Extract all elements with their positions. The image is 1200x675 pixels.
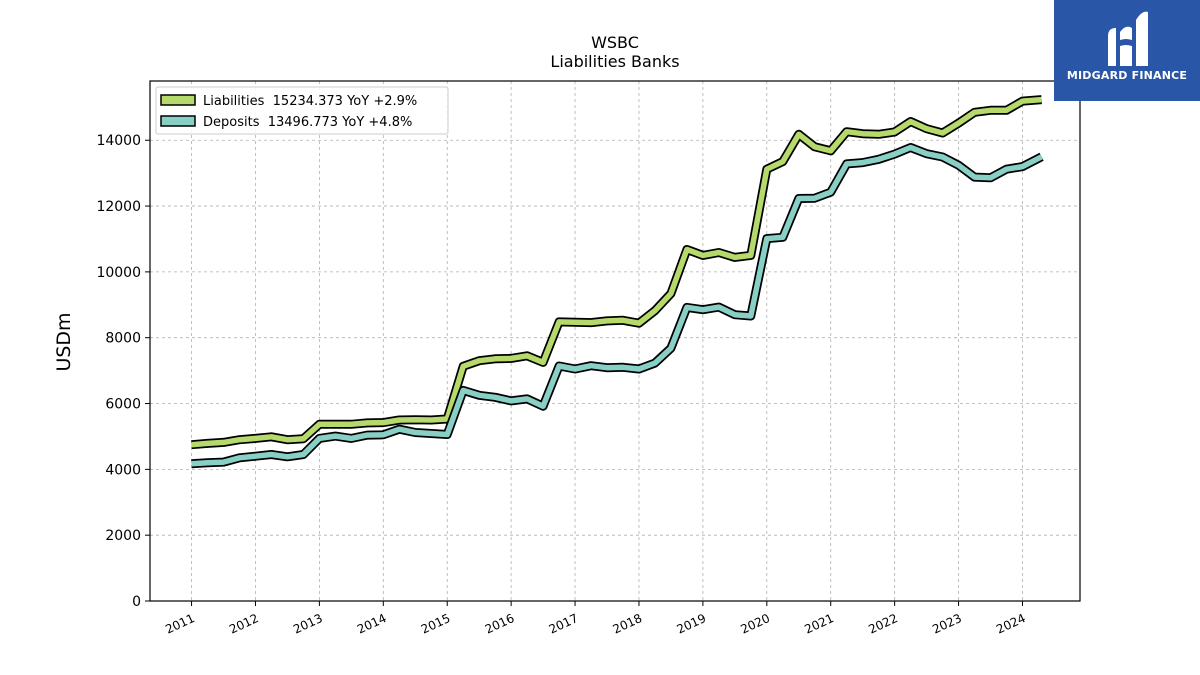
plot-frame — [149, 80, 1081, 602]
legend: Liabilities 15234.373 YoY +2.9% Deposits… — [155, 86, 449, 135]
chart-title: WSBC — [591, 33, 639, 52]
y-axis-label: USDm — [53, 312, 75, 371]
y-tick-label: 12000 — [96, 199, 141, 215]
y-tick-label: 14000 — [96, 133, 141, 149]
x-tick-label: 2019 — [675, 611, 709, 637]
series-line-liabilities — [191, 96, 1042, 448]
x-tick-label: 2016 — [483, 611, 517, 637]
legend-swatch-deposits — [160, 115, 196, 127]
x-tick-label: 2013 — [291, 611, 325, 637]
legend-label-liabilities: Liabilities 15234.373 YoY +2.9% — [203, 94, 417, 109]
legend-swatch-liabilities — [160, 94, 196, 106]
y-tick-label: 0 — [132, 594, 141, 610]
legend-label-deposits: Deposits 13496.773 YoY +4.8% — [203, 115, 412, 130]
axis-ticks: 0 2000 4000 6000 8000 10000 12000 14000 2011 2012… — [96, 133, 1027, 636]
midgard-finance-logo: MIDGARD FINANCE — [1054, 0, 1200, 101]
midgard-monogram-icon — [1108, 11, 1148, 67]
x-tick-label: 2023 — [930, 611, 964, 637]
logo-text: MIDGARD FINANCE — [1066, 69, 1188, 82]
y-tick-label: 2000 — [105, 528, 141, 544]
x-tick-label: 2012 — [227, 611, 261, 637]
x-tick-label: 2024 — [994, 611, 1028, 637]
x-tick-label: 2021 — [802, 611, 836, 637]
series-line-deposits — [191, 144, 1043, 467]
series-lines — [191, 95, 1044, 469]
x-tick-label: 2022 — [866, 611, 900, 637]
x-tick-label: 2015 — [419, 611, 453, 637]
y-tick-label: 4000 — [105, 462, 141, 478]
x-tick-label: 2011 — [163, 611, 197, 637]
x-tick-label: 2020 — [738, 611, 772, 637]
x-tick-label: 2018 — [611, 611, 645, 637]
y-tick-label: 10000 — [96, 265, 141, 281]
x-tick-label: 2017 — [547, 611, 581, 637]
chart-subtitle: Liabilities Banks — [550, 52, 679, 71]
y-tick-label: 6000 — [105, 397, 141, 413]
x-tick-label: 2014 — [355, 611, 389, 637]
y-tick-label: 8000 — [105, 331, 141, 347]
